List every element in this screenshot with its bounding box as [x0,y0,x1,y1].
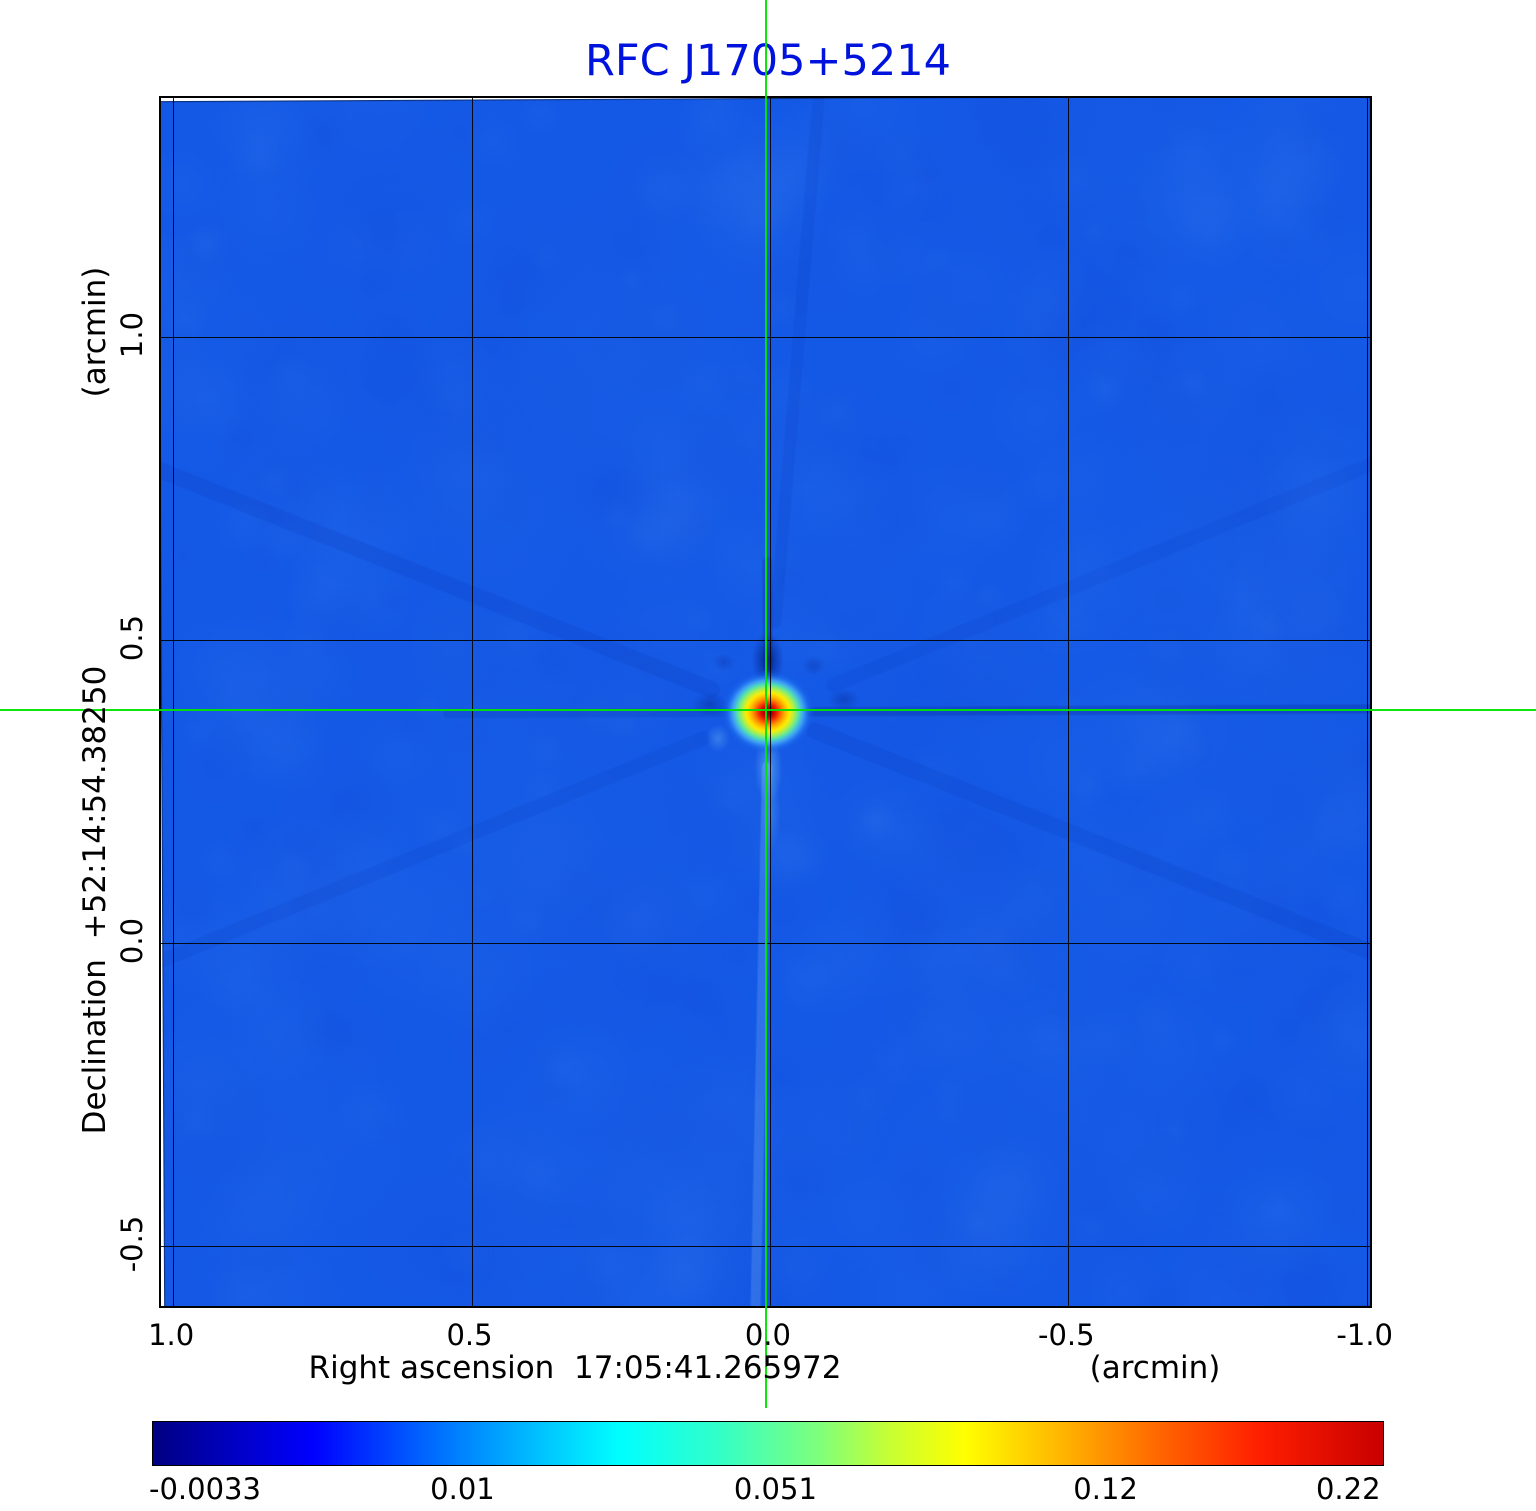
colorbar-tick-label: 0.12 [1073,1472,1138,1506]
x-axis-label: Right ascension 17:05:41.265972 [308,1350,842,1386]
y-axis-unit-label: (arcmin) [77,266,113,398]
chart-title: RFC J1705+5214 [585,36,951,86]
x-tick-label: 0.0 [744,1318,791,1352]
crosshair-horizontal [0,708,1536,711]
x-tick-label: -1.0 [1336,1318,1394,1352]
gridline-vertical [471,98,473,1306]
colorbar-tick-label: 0.22 [1315,1472,1381,1506]
gridline-vertical [173,98,175,1306]
y-tick-label: 0.0 [115,917,149,964]
x-tick-label: -0.5 [1038,1318,1095,1352]
colorbar-tick-label: 0.01 [430,1472,495,1506]
colorbar [152,1421,1384,1466]
gridline-vertical [1068,98,1070,1306]
y-tick-label: 1.0 [115,311,149,358]
x-axis-unit-label: (arcmin) [1089,1350,1221,1386]
colorbar-tick-label: 0.051 [733,1472,817,1506]
y-tick-label: -0.5 [115,1215,149,1273]
gridline-vertical [769,98,771,1306]
y-tick-label: 0.5 [115,614,149,661]
crosshair-vertical [764,0,767,1408]
colorbar-tick-label: -0.0033 [149,1472,261,1506]
x-tick-label: 0.5 [446,1318,493,1352]
gridline-vertical [1366,98,1368,1306]
y-axis-label: Declination +52:14:54.38250 [77,665,113,1135]
x-tick-label: 1.0 [148,1318,195,1352]
